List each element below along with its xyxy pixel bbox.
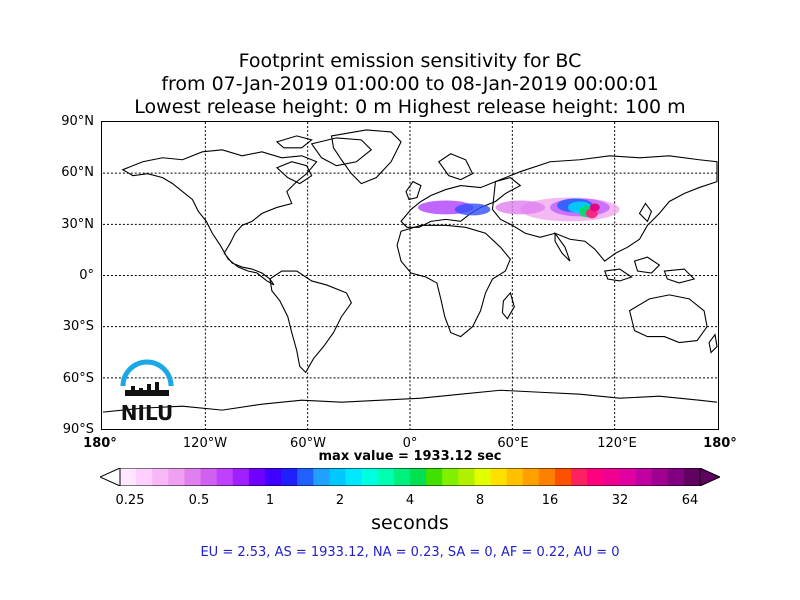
colorbar-segment [393, 468, 411, 486]
lat-label-30s: 30°S [62, 319, 94, 334]
colorbar-tick: 8 [475, 493, 485, 508]
colorbar-segment [603, 468, 620, 486]
nilu-logo: NILU [117, 356, 177, 425]
colorbar-tick: 16 [541, 493, 559, 508]
lat-label-0: 0° [79, 268, 94, 283]
colorbar [100, 468, 720, 486]
colorbar-segment [458, 468, 475, 486]
colorbar-segment [297, 468, 314, 486]
colorbar-segment [248, 468, 266, 486]
colorbar-segment [522, 468, 540, 486]
colorbar-segment [232, 468, 250, 486]
graticule [103, 122, 717, 429]
map-svg [102, 122, 718, 429]
colorbar-segment [538, 468, 556, 486]
colorbar-arrow-right [699, 468, 720, 486]
lon-label-60e: 60°E [497, 436, 529, 451]
colorbar-segment [667, 468, 685, 486]
title-line-3: Lowest release height: 0 m Highest relea… [134, 96, 686, 118]
colorbar-tick: 1 [265, 493, 275, 508]
colorbar-segment [200, 468, 218, 486]
colorbar-tick: 0.5 [188, 493, 210, 508]
colorbar-segment [442, 468, 459, 486]
lat-label-60s: 60°S [62, 371, 94, 386]
colorbar-segment [281, 468, 298, 486]
sensitivity-plume [417, 197, 620, 222]
coastlines [102, 129, 718, 413]
title-line-2: from 07-Jan-2019 01:00:00 to 08-Jan-2019… [161, 73, 659, 95]
colorbar-segment [152, 468, 169, 486]
colorbar-segment [619, 468, 637, 486]
lon-label-120e: 120°E [597, 436, 637, 451]
lon-label-120w: 120°W [182, 436, 228, 451]
title-line-1: Footprint emission sensitivity for BC [238, 50, 582, 72]
colorbar-segment [265, 468, 282, 486]
colorbar-segment [555, 468, 572, 486]
colorbar-tick: 64 [681, 493, 699, 508]
colorbar-segment [426, 468, 443, 486]
colorbar-segment [506, 468, 524, 486]
lon-label-0: 0° [402, 436, 418, 451]
colorbar-segment [571, 468, 588, 486]
colorbar-segment [474, 468, 492, 486]
colorbar-segment [635, 468, 653, 486]
max-value: max value = 1933.12 sec [318, 449, 502, 464]
colorbar-segment [168, 468, 185, 486]
colorbar-segment [377, 468, 395, 486]
colorbar-segment [313, 468, 330, 486]
colorbar-segment [184, 468, 202, 486]
colorbar-segment [136, 468, 153, 486]
colorbar-tick: 32 [611, 493, 629, 508]
colorbar-segment [329, 468, 347, 486]
nilu-logo-graphic: NILU [120, 359, 174, 425]
colorbar-segment [216, 468, 234, 486]
lat-label-60n: 60°N [61, 165, 94, 180]
colorbar-segment [345, 468, 363, 486]
colorbar-segment [490, 468, 508, 486]
colorbar-segment [683, 468, 701, 486]
lon-label-60w: 60°W [290, 436, 326, 451]
lon-label-180w: 180° [83, 436, 117, 451]
colorbar-tick: 4 [405, 493, 415, 508]
colorbar-segment [587, 468, 604, 486]
world-map [101, 121, 719, 430]
colorbar-arrow-left [100, 468, 121, 486]
colorbar-segment [651, 468, 669, 486]
colorbar-tick: 0.25 [115, 493, 145, 508]
colorbar-segment [410, 468, 427, 486]
colorbar-tick: 2 [335, 493, 345, 508]
colorbar-segment [361, 468, 379, 486]
svg-text:NILU: NILU [121, 401, 173, 424]
lat-label-90n: 90°N [61, 114, 94, 129]
lat-label-30n: 30°N [61, 217, 94, 232]
colorbar-segment [120, 468, 137, 486]
lon-label-180e: 180° [703, 436, 737, 451]
lat-label-90s: 90°S [62, 422, 94, 437]
colorbar-units: seconds [371, 512, 449, 534]
regional-values: EU = 2.53, AS = 1933.12, NA = 0.23, SA =… [200, 545, 620, 560]
